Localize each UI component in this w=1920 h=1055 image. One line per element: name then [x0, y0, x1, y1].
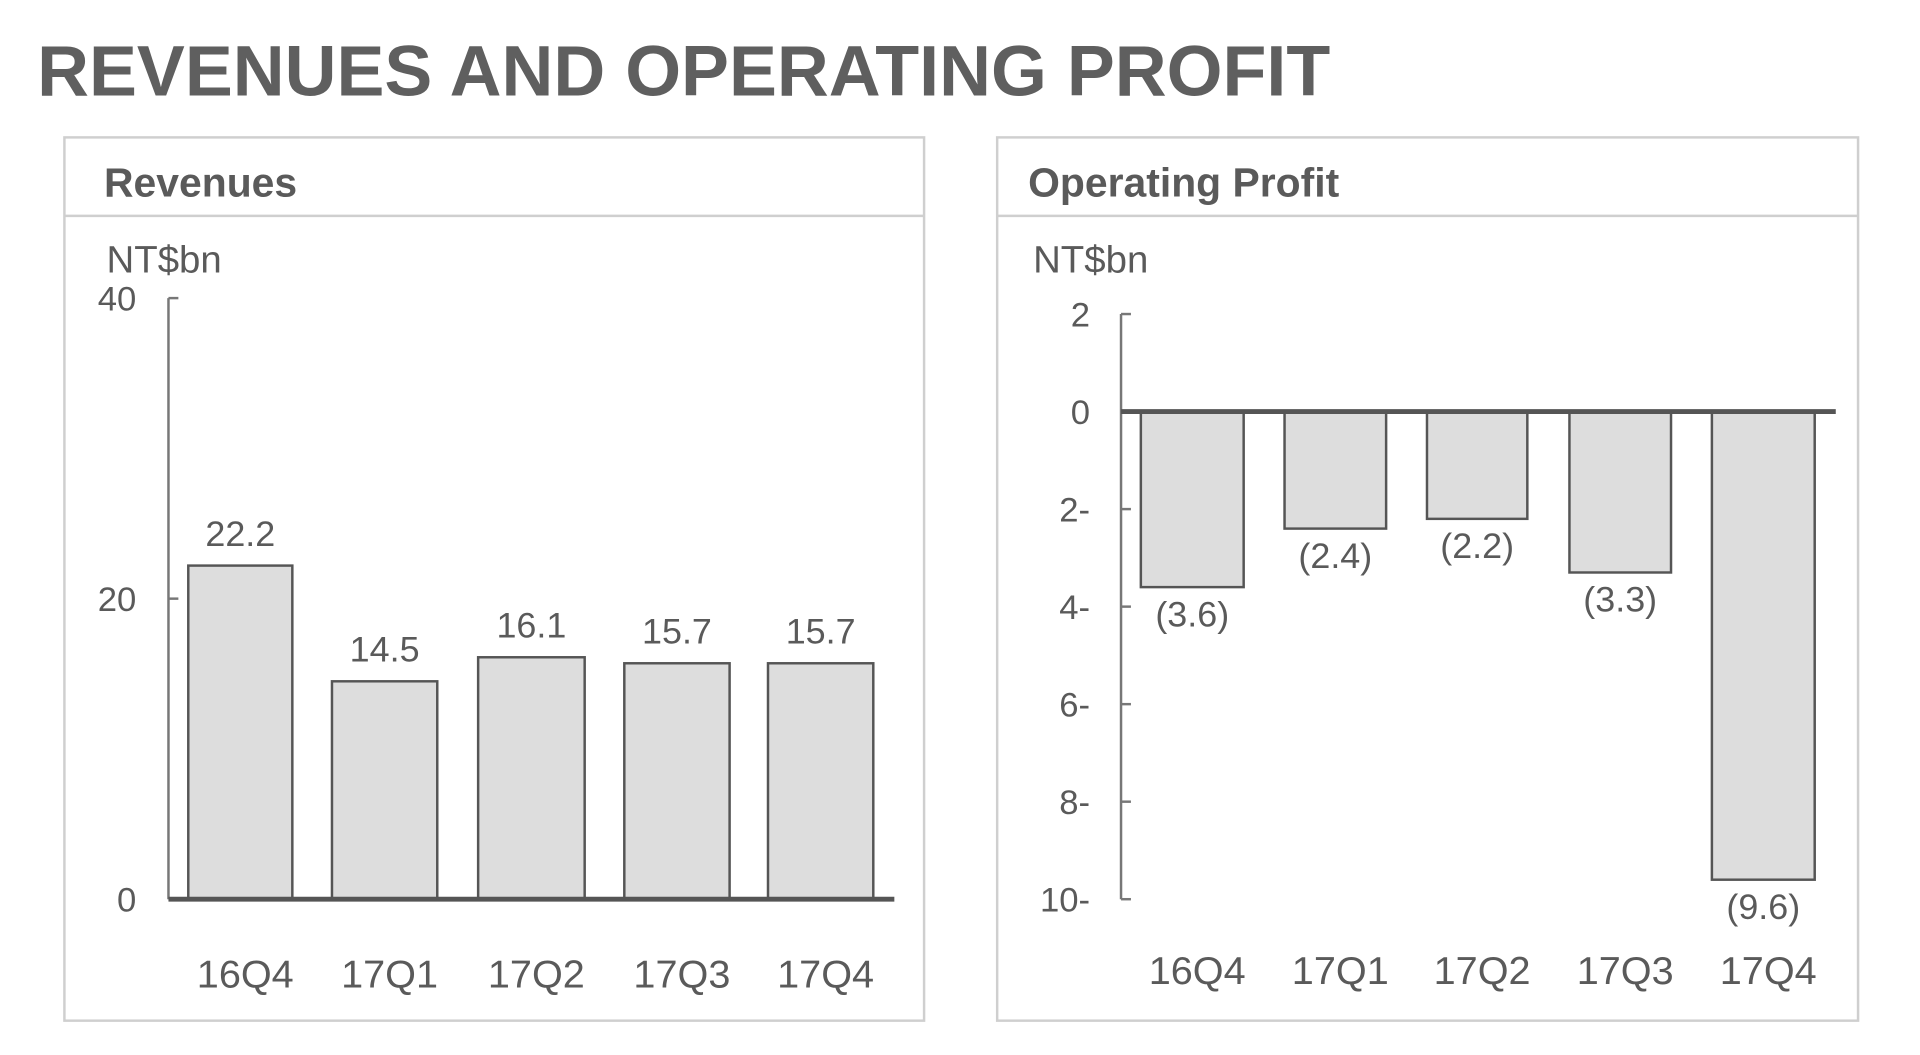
operating-profit-category-label: 17Q3: [1577, 949, 1674, 993]
operating-profit-y-tick-label: 2-: [1059, 492, 1090, 530]
revenues-plot: 0 20 40 22.2 16Q4 14.5 17Q1 16.1 17Q2 15.7 17Q3 15.…: [98, 281, 895, 997]
revenues-category-label: 16Q4: [197, 953, 294, 997]
revenues-y-tick-label: 40: [98, 281, 137, 319]
operating-profit-bar: [1710, 410, 1816, 881]
revenues-y-tick-label: 0: [117, 882, 136, 920]
operating-profit-y-tick-label: 6-: [1059, 687, 1090, 725]
operating-profit-data-label: (3.3): [1583, 580, 1657, 620]
revenues-data-label: 15.7: [642, 612, 712, 652]
operating-profit-y-tick-label: 10-: [1040, 882, 1090, 920]
operating-profit-unit-label: NT$bn: [1033, 239, 1148, 282]
revenues-y-tick-label: 20: [98, 581, 137, 619]
slide-title: REVENUES AND OPERATING PROFIT: [37, 32, 1330, 112]
operating-profit-data-label: (3.6): [1155, 595, 1229, 635]
revenues-bar: [623, 662, 731, 901]
operating-profit-data-label: (2.2): [1440, 526, 1514, 566]
revenues-bar: [330, 680, 439, 901]
revenues-category-label: 17Q4: [777, 953, 874, 997]
operating-profit-y-tick-label: 4-: [1059, 589, 1090, 627]
operating-profit-plot: 2 0 2- 4- 6- 8- 10- (3.6) 16Q4 (2.4) 17Q1 (2.2) 17Q2…: [1040, 296, 1836, 993]
operating-profit-panel: Operating Profit NT$bn 2 0 2- 4- 6- 8- 10- (3.6…: [995, 136, 1860, 1022]
operating-profit-category-label: 17Q4: [1720, 949, 1817, 993]
revenues-panel: Revenues NT$bn 0 20 40 22.2 16Q4 14.5 17Q1 16.1…: [63, 136, 926, 1022]
revenues-unit-label: NT$bn: [107, 239, 222, 282]
revenues-data-label: 16.1: [496, 606, 566, 646]
operating-profit-data-label: (2.4): [1298, 536, 1372, 576]
revenues-category-label: 17Q3: [633, 953, 730, 997]
operating-profit-data-label: (9.6): [1726, 887, 1800, 927]
operating-profit-category-label: 17Q1: [1292, 949, 1389, 993]
revenues-title: Revenues: [104, 159, 297, 205]
revenues-category-label: 17Q2: [488, 953, 585, 997]
operating-profit-category-label: 16Q4: [1149, 949, 1246, 993]
revenues-category-label: 17Q1: [341, 953, 438, 997]
operating-profit-y-tick-label: 2: [1071, 296, 1090, 334]
revenues-data-label: 14.5: [350, 630, 420, 670]
revenues-bar: [476, 656, 586, 901]
operating-profit-y-tick-label: 0: [1071, 394, 1090, 432]
operating-profit-y-tick-label: 8-: [1059, 784, 1090, 822]
operating-profit-bar: [1568, 410, 1673, 574]
revenues-data-label: 22.2: [205, 514, 275, 554]
operating-profit-category-label: 17Q2: [1434, 949, 1531, 993]
operating-profit-bar: [1139, 410, 1245, 589]
operating-profit-title: Operating Profit: [1028, 159, 1340, 205]
revenues-bar: [187, 564, 294, 901]
operating-profit-bar: [1283, 410, 1388, 530]
operating-profit-bar: [1425, 410, 1529, 521]
revenues-data-label: 15.7: [786, 612, 856, 652]
revenues-bar: [766, 662, 875, 901]
